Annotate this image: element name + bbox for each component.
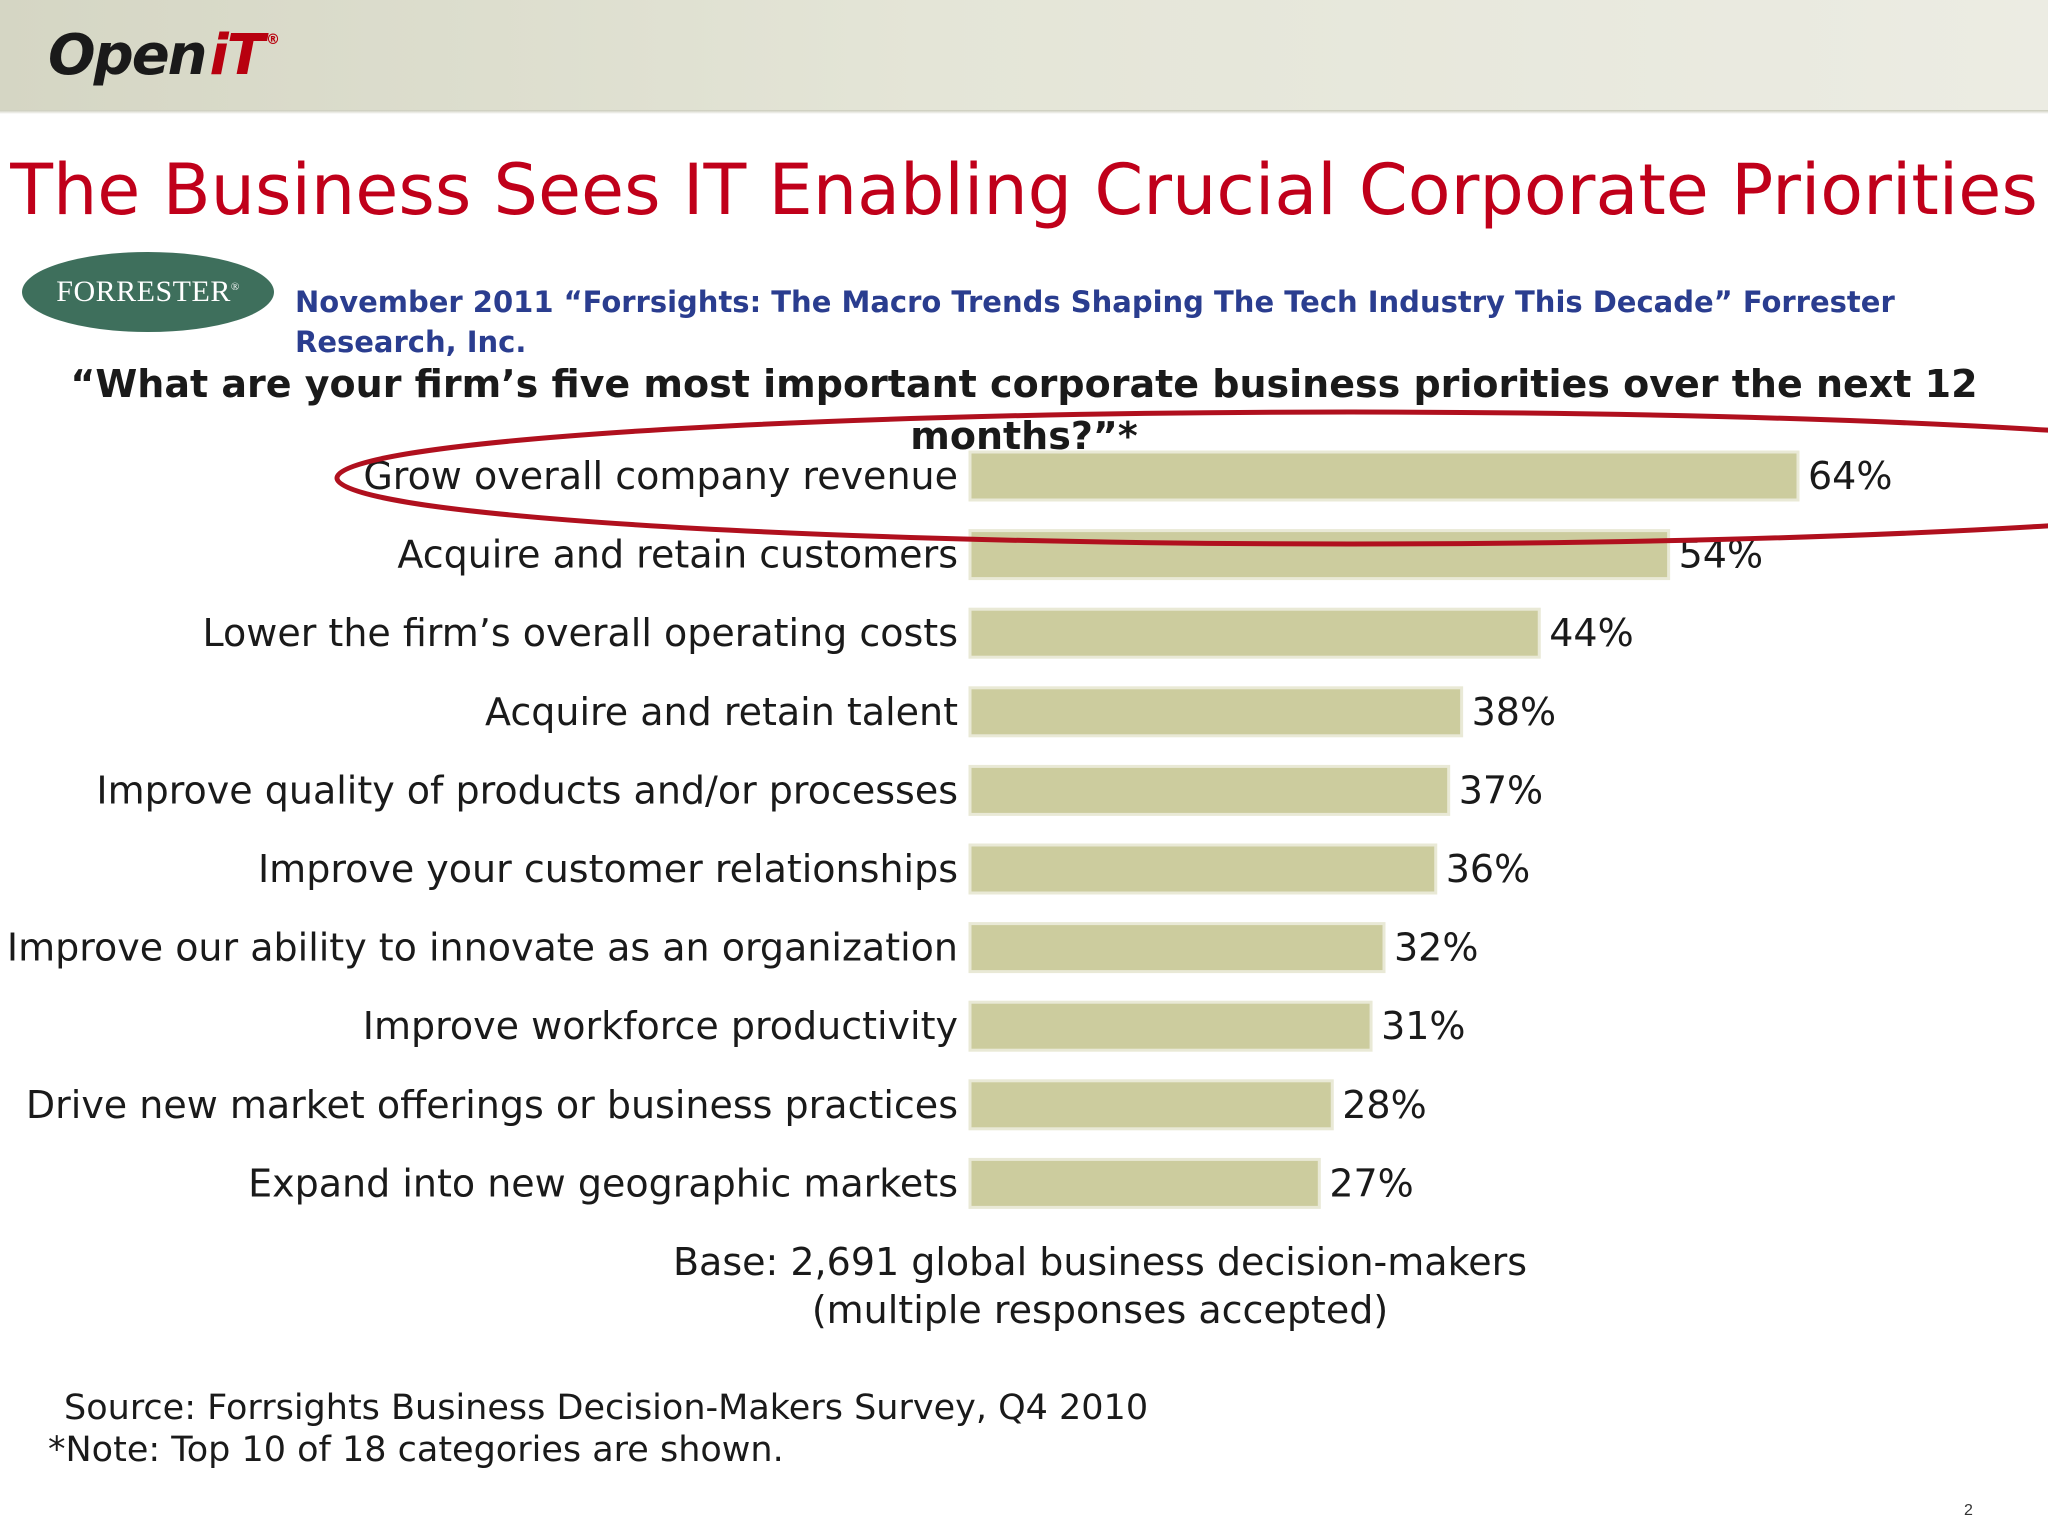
forrester-logo-badge: FORRESTER®: [22, 252, 274, 332]
highlight-ellipse: [334, 409, 2048, 547]
bar-lower-the-firm-s-overall-operating-costs: [968, 607, 1541, 659]
category-label-improve-quality-of-products-and-or-processes: Improve quality of products and/or proce…: [96, 768, 958, 812]
bar-expand-into-new-geographic-markets: [968, 1157, 1321, 1209]
value-label-grow-overall-company-revenue: 64%: [1808, 454, 1892, 498]
category-label-improve-your-customer-relationships: Improve your customer relationships: [258, 847, 958, 891]
base-note-line2: (multiple responses accepted): [811, 1288, 1389, 1332]
source-note: Source: Forrsights Business Decision-Mak…: [64, 1388, 1149, 1428]
forrester-logo-text: FORRESTER®: [56, 275, 240, 308]
bar-drive-new-market-offerings-or-business-practices: [968, 1079, 1334, 1131]
citation-text: November 2011 “Forrsights: The Macro Tre…: [295, 285, 1895, 359]
logo-registered-mark: ®: [265, 32, 280, 48]
category-label-lower-the-firm-s-overall-operating-costs: Lower the firm’s overall operating costs: [203, 611, 958, 655]
chart-title: “What are your firm’s five most importan…: [70, 362, 1978, 458]
forrester-registered-mark: ®: [230, 281, 240, 293]
bar-improve-our-ability-to-innovate-as-an-organization: [968, 922, 1386, 974]
category-label-grow-overall-company-revenue: Grow overall company revenue: [363, 454, 958, 498]
category-label-acquire-and-retain-customers: Acquire and retain customers: [397, 533, 958, 577]
base-note-line1: Base: 2,691 global business decision-mak…: [672, 1240, 1528, 1284]
bar-acquire-and-retain-talent: [968, 686, 1464, 738]
value-label-improve-workforce-productivity: 31%: [1381, 1004, 1465, 1048]
bar-improve-your-customer-relationships: [968, 843, 1438, 895]
category-labels-layer: Grow overall company revenue Acquire and …: [7, 454, 958, 1205]
logo-wordmark: Open: [48, 23, 208, 88]
base-note: Base: 2,691 global business decision-mak…: [560, 1238, 1640, 1334]
logo-accent: iT: [209, 23, 265, 88]
bar-grow-overall-company-revenue: [968, 450, 1800, 502]
value-label-expand-into-new-geographic-markets: 27%: [1329, 1161, 1413, 1205]
category-label-expand-into-new-geographic-markets: Expand into new geographic markets: [248, 1161, 958, 1205]
bar-acquire-and-retain-customers: [968, 529, 1671, 581]
category-label-acquire-and-retain-talent: Acquire and retain talent: [485, 690, 958, 734]
bars-layer: [968, 450, 1800, 1209]
bar-improve-workforce-productivity: [968, 1000, 1373, 1052]
category-label-improve-workforce-productivity: Improve workforce productivity: [363, 1004, 958, 1048]
value-label-lower-the-firm-s-overall-operating-costs: 44%: [1549, 611, 1633, 655]
category-label-drive-new-market-offerings-or-business-practices: Drive new market offerings or business p…: [26, 1083, 958, 1127]
value-label-acquire-and-retain-talent: 38%: [1472, 690, 1556, 734]
header-divider: [0, 110, 2048, 114]
slide-title: The Business Sees IT Enabling Crucial Co…: [10, 149, 2038, 231]
header-band: [0, 0, 2048, 110]
value-label-improve-quality-of-products-and-or-processes: 37%: [1459, 768, 1543, 812]
value-label-drive-new-market-offerings-or-business-practices: 28%: [1342, 1083, 1426, 1127]
category-label-improve-our-ability-to-innovate-as-an-organization: Improve our ability to innovate as an or…: [7, 926, 958, 970]
value-label-improve-our-ability-to-innovate-as-an-organization: 32%: [1394, 926, 1478, 970]
footnote: *Note: Top 10 of 18 categories are shown…: [48, 1430, 784, 1470]
value-labels-layer: 64%54%44%38%37%36%32%31%28%27%: [1329, 454, 1892, 1205]
openit-logo: Open iT ®: [48, 24, 280, 94]
page-number: 2: [1964, 1502, 1973, 1519]
value-label-improve-your-customer-relationships: 36%: [1446, 847, 1530, 891]
bar-improve-quality-of-products-and-or-processes: [968, 764, 1451, 816]
